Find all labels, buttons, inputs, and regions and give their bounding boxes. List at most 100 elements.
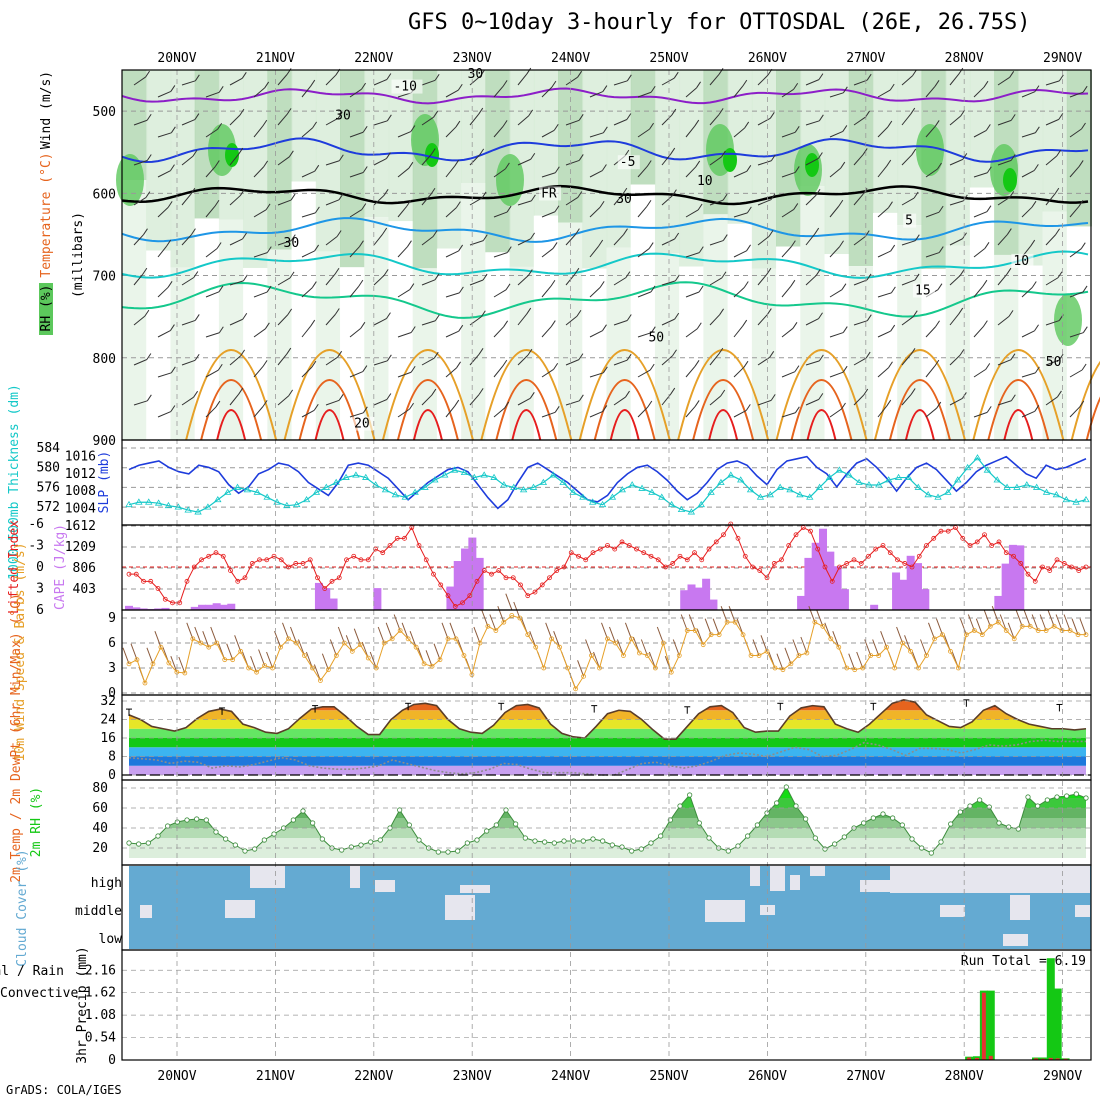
wind-barb-flag	[241, 72, 247, 79]
wind-speed-point	[1003, 628, 1009, 633]
wind-speed-point	[995, 619, 1001, 625]
lifted-index-point	[641, 550, 647, 556]
wind-barb-flag	[553, 362, 559, 370]
wind-barb	[805, 194, 817, 206]
lifted-index-point	[597, 546, 603, 552]
cape-bar	[190, 606, 199, 610]
surface-wind-barb	[920, 639, 927, 656]
surface-wind-barb	[712, 618, 720, 635]
rh-point	[619, 844, 625, 850]
convective-precip-bar	[981, 992, 986, 1060]
wind-speed-point	[868, 653, 874, 658]
rh-point	[368, 839, 374, 845]
cape-bar	[314, 582, 323, 610]
thickness-point	[697, 500, 705, 508]
wind-barb-flag	[407, 240, 412, 247]
rh-point	[455, 848, 461, 854]
wind-barb	[373, 318, 387, 326]
wind-speed-point	[788, 661, 794, 667]
rh-point	[261, 837, 267, 843]
wind-barb-flag	[336, 230, 342, 237]
wind-barb	[565, 234, 576, 246]
wind-barb	[517, 275, 529, 286]
wind-barb	[517, 313, 528, 326]
li-tick-label: -3	[28, 539, 44, 554]
wind-barb	[469, 113, 480, 126]
wind-barb	[781, 412, 796, 418]
surface-wind-barb	[824, 622, 832, 640]
lifted-index-point	[300, 561, 306, 566]
wind-speed-point	[644, 653, 650, 658]
wind-barb-flag	[458, 324, 464, 332]
wind-barb	[253, 252, 268, 258]
lifted-index-point	[278, 557, 284, 563]
wind-speed-point	[900, 640, 905, 646]
wind-barb-flag	[1034, 405, 1040, 412]
wind-barb-flag	[145, 70, 150, 78]
isotherm-20	[185, 349, 278, 441]
rh-band	[412, 70, 438, 269]
wind-barb	[973, 172, 988, 178]
isotherm-label: 10	[1013, 254, 1029, 269]
wind-speed-point	[501, 619, 507, 625]
thickness-point	[480, 471, 488, 478]
wind-barb	[733, 409, 747, 418]
wind-barb	[445, 89, 459, 98]
wind-barb-flag	[433, 110, 439, 118]
wind-barb	[325, 356, 338, 366]
wind-barb-flag	[217, 363, 223, 371]
lifted-index-point	[460, 600, 465, 606]
temp-tick-label: 32	[100, 694, 116, 709]
wind-speed-point	[493, 628, 499, 633]
wind-barb	[421, 357, 435, 366]
lifted-index-point	[467, 593, 473, 599]
surface-wind-barb	[321, 653, 329, 670]
isotherm-25	[495, 379, 558, 441]
wind-speed-point	[541, 665, 547, 671]
rh-point	[909, 836, 915, 842]
wind-barb	[853, 193, 864, 206]
wind-barb-flag	[1031, 200, 1037, 208]
wind-speed-point	[581, 673, 586, 679]
thickness-axis-label: 1000-500mb Thickness (dm)	[7, 384, 22, 580]
lifted-index-point	[358, 557, 364, 563]
wind-barb	[469, 354, 480, 366]
wind-barb-flag	[430, 187, 436, 195]
surface-wind-barb	[672, 639, 680, 656]
cape-bar	[694, 587, 703, 610]
lifted-index-point	[974, 539, 980, 545]
wind-barb-flag	[288, 389, 294, 397]
wind-barb-flag	[696, 322, 702, 330]
wind-barb	[805, 79, 820, 86]
wind-barb-flag	[914, 234, 920, 241]
wind-barb	[349, 131, 364, 138]
rh-band	[606, 247, 632, 440]
bottom-date-label: 29NOV	[1043, 1069, 1082, 1084]
isotherm-25	[987, 379, 1050, 441]
wind-barb	[181, 359, 196, 366]
wind-barb	[901, 197, 915, 206]
isotherm-20	[283, 349, 376, 441]
thickness-tick-label: 580	[37, 461, 60, 476]
wind-speed-point	[198, 640, 204, 646]
thickness-point	[135, 498, 143, 505]
thickness-point	[736, 476, 745, 483]
thickness-point	[638, 484, 646, 491]
wind-barb	[133, 273, 144, 286]
surface-wind-barb	[170, 655, 178, 673]
label-halo	[913, 283, 935, 298]
surface-wind-barb	[297, 639, 305, 656]
wind-barb-flag	[935, 320, 940, 328]
wind-barb	[925, 252, 940, 258]
lifted-index-point	[670, 561, 676, 566]
wind-speed-point	[413, 644, 419, 650]
wind-barb-flag	[194, 354, 200, 361]
surface-wind-barb	[585, 639, 593, 656]
lifted-index-point	[423, 557, 429, 563]
wind-barb-flag	[216, 242, 222, 249]
cape-tick-label: 1612	[65, 519, 96, 534]
top-date-label: 25NOV	[649, 51, 688, 66]
lifted-index-point	[837, 564, 842, 570]
wind-barb	[637, 166, 648, 178]
wind-barb-flag	[238, 147, 244, 155]
